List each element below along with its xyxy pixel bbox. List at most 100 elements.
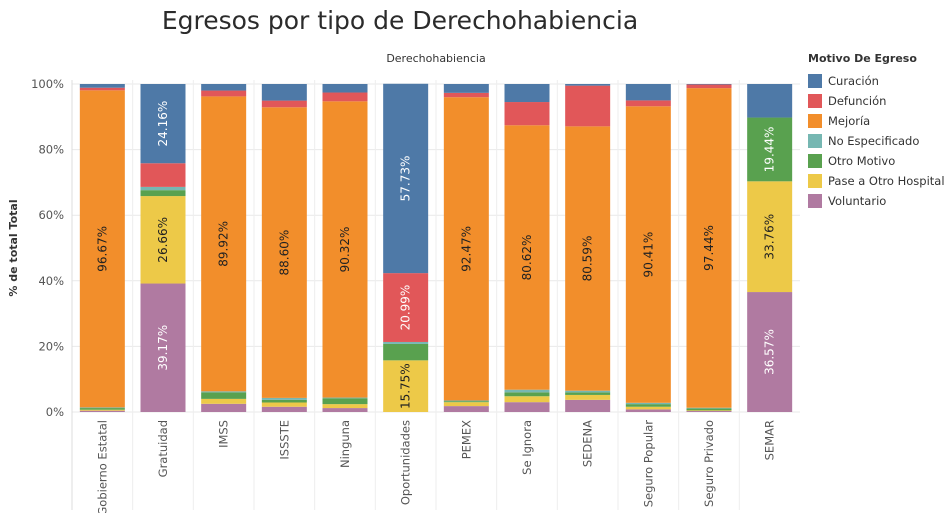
bar-segment [79, 410, 125, 412]
bar-segment [565, 390, 611, 393]
legend: Motivo De Egreso Curación Defunción Mejorí… [808, 52, 949, 211]
legend-label: Otro Motivo [828, 154, 896, 168]
bar-segment [565, 126, 611, 391]
bar-segment [322, 397, 368, 399]
data-label: 20.99% [399, 285, 413, 331]
bar-segment [443, 402, 489, 407]
data-label: 15.75% [399, 363, 413, 409]
bar-segment [443, 97, 489, 401]
bar-segment [747, 181, 793, 293]
bar-segment [79, 407, 125, 409]
legend-swatch [808, 94, 822, 108]
data-label: 26.66% [156, 217, 170, 263]
bar-segment [686, 84, 732, 85]
data-label: 36.57% [763, 329, 777, 375]
bar-segment [261, 402, 307, 407]
y-tick-label: 20% [38, 339, 64, 353]
chart-title: Egresos por tipo de Derechohabiencia [161, 6, 639, 35]
x-tick-label: Ninguna [338, 420, 352, 468]
legend-label: Voluntario [828, 194, 887, 208]
legend-label: Pase a Otro Hospital [828, 174, 945, 188]
data-label: 97.44% [702, 225, 716, 271]
bar-segment [686, 408, 732, 411]
legend-label: Mejoría [828, 114, 871, 128]
legend-title: Motivo De Egreso [808, 52, 917, 65]
bar-segment [201, 84, 247, 91]
bar-segment [261, 100, 307, 108]
bar-segment [383, 273, 429, 342]
legend-item: Mejoría [808, 111, 949, 131]
data-label: 57.73% [399, 156, 413, 202]
legend-item: Curación [808, 71, 949, 91]
bar-segment [504, 84, 550, 103]
bar-segment [261, 406, 307, 412]
bar-segment [443, 92, 489, 98]
bar-segment [322, 404, 368, 409]
data-label: 88.60% [277, 230, 291, 276]
x-tick-label: Seguro Privado [702, 420, 716, 507]
bar-segment [625, 406, 671, 410]
bar-segment [504, 402, 550, 412]
bar-segment [201, 90, 247, 97]
data-label: 19.44% [763, 127, 777, 173]
x-tick-label: IMSS [217, 420, 231, 448]
data-label: 90.32% [338, 227, 352, 273]
bar-segment [383, 360, 429, 412]
bar-segment [201, 391, 247, 393]
bar-segment [443, 401, 489, 403]
bar-segment [140, 163, 186, 187]
bar-segment [443, 406, 489, 412]
bar-segment [383, 343, 429, 361]
bar-segment [625, 106, 671, 403]
data-label: 80.59% [581, 236, 595, 282]
x-tick-label: Gratuidad [156, 420, 170, 477]
legend-label: No Especificado [828, 134, 920, 148]
bar-segment [747, 292, 793, 412]
bar-segment [201, 398, 247, 404]
bar-segment [504, 392, 550, 397]
y-tick-label: 40% [38, 274, 64, 288]
bar-segment [79, 408, 125, 410]
data-label: 92.47% [459, 226, 473, 272]
data-label: 33.76% [763, 214, 777, 260]
bar-segment [565, 399, 611, 412]
y-tick-label: 100% [31, 77, 64, 91]
bar-segment [565, 85, 611, 127]
data-label: 80.62% [520, 235, 534, 281]
y-tick-label: 0% [46, 405, 64, 419]
bar-segment [504, 125, 550, 390]
column-header: Derechohabiencia [386, 52, 485, 65]
bar-segment [140, 196, 186, 284]
y-axis-title: % de total Total [7, 199, 20, 296]
bar-segment [79, 84, 125, 88]
x-tick-label: Se Ignora [520, 420, 534, 475]
bar-segment [261, 107, 307, 398]
bar-segment [383, 83, 429, 274]
bar-segment [747, 117, 793, 182]
bar-segment [625, 402, 671, 405]
bar-segment [322, 398, 368, 405]
y-tick-label: 80% [38, 143, 64, 157]
legend-swatch [808, 174, 822, 188]
x-tick-label: SEMAR [763, 420, 777, 460]
bar-segment [565, 84, 611, 86]
bar-segment [322, 84, 368, 93]
bar-segment [504, 102, 550, 126]
bar-segment [443, 400, 489, 402]
x-tick-label: Oportunidades [399, 420, 413, 505]
y-tick-label: 60% [38, 208, 64, 222]
data-label: 96.67% [95, 226, 109, 272]
bar-segment [686, 88, 732, 408]
bar-segment [140, 190, 186, 197]
bar-segment [686, 410, 732, 412]
bar-segment [383, 341, 429, 344]
bar-segment [686, 407, 732, 409]
bar-segment [322, 408, 368, 412]
bar-segment [261, 397, 307, 400]
stacked-bar-chart: Derechohabiencia % de total Total 0% 20% 40%… [7, 52, 800, 513]
bar-segment [140, 84, 186, 164]
bar-segment [686, 84, 732, 89]
x-tick-label: Gobierno Estatal [95, 420, 109, 513]
bar-segment [565, 392, 611, 395]
data-label: 90.41% [641, 232, 655, 278]
